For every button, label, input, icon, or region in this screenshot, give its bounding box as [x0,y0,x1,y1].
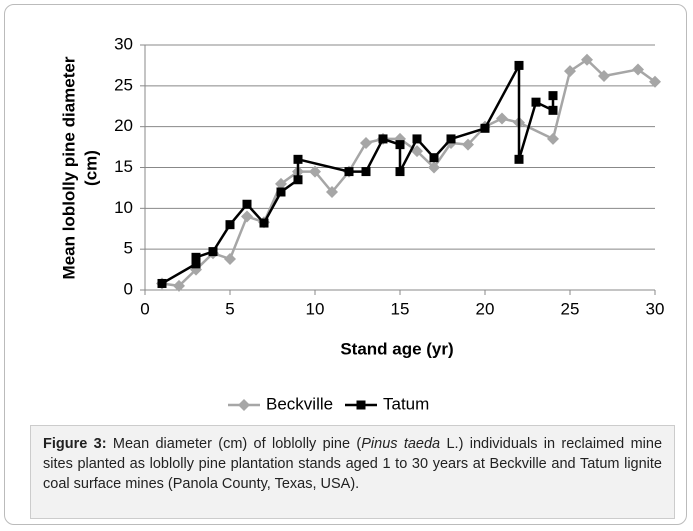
caption-text: L.) individuals in reclaimed mine sites … [43,436,663,492]
point [360,137,372,149]
point [564,65,576,78]
point [411,145,423,158]
point [191,259,201,269]
caption-italic: Pinus taeda [361,436,441,452]
point [581,53,593,66]
point [531,97,541,107]
point [429,153,439,163]
point [480,123,490,133]
point [395,167,405,177]
x-tick-label: 30 [646,299,665,318]
point [241,210,253,223]
point [496,112,508,125]
y-tick-label: 0 [124,279,133,298]
point [242,199,252,209]
y-axis-label: Mean loblolly pine diameter [59,56,78,279]
caption-label: Figure 3: [43,436,107,452]
point [548,105,558,115]
point [293,154,303,164]
y-tick-label: 20 [114,116,133,135]
x-tick-label: 15 [391,299,410,318]
point [275,177,287,190]
point [598,70,610,83]
point [395,140,405,150]
point [225,220,235,230]
legend-marker [238,399,250,411]
point [276,187,286,197]
x-tick-label: 0 [140,299,149,318]
y-tick-label: 10 [114,198,133,217]
point [326,186,338,198]
point [514,154,524,164]
point [157,278,167,288]
point [378,134,388,144]
point [412,134,422,144]
caption-text: Mean diameter (cm) of loblolly pine ( [106,436,362,452]
point [191,252,201,262]
y-tick-label: 30 [114,34,133,53]
point [547,132,559,145]
x-tick-label: 5 [225,299,234,318]
y-tick-label: 25 [114,75,133,94]
frame [4,4,687,525]
series-line [161,64,555,285]
point [259,218,269,228]
point [514,60,524,70]
point [446,134,456,144]
point [649,75,661,88]
legend-label: Tatum [383,394,429,413]
point [309,165,321,178]
point [462,138,474,151]
caption: Figure 3: Mean diameter (cm) of loblolly… [30,425,675,519]
x-axis-label: Stand age (yr) [340,339,453,358]
point [293,175,303,185]
point [548,91,558,101]
legend-label: Beckville [266,394,333,413]
point [428,161,440,174]
y-axis-label: (cm) [81,150,100,186]
point [208,247,218,257]
x-tick-label: 25 [561,299,580,318]
legend-marker [356,400,366,410]
point [361,167,371,177]
chart: Stand age (yr) Mean loblolly pine diamet… [59,34,665,413]
point [632,63,644,76]
y-tick-label: 15 [114,157,133,176]
point [224,252,236,265]
point [173,279,185,292]
point [344,167,354,177]
x-tick-label: 20 [476,299,495,318]
x-tick-label: 10 [306,299,325,318]
series-line [161,58,656,288]
y-tick-label: 5 [124,239,133,258]
